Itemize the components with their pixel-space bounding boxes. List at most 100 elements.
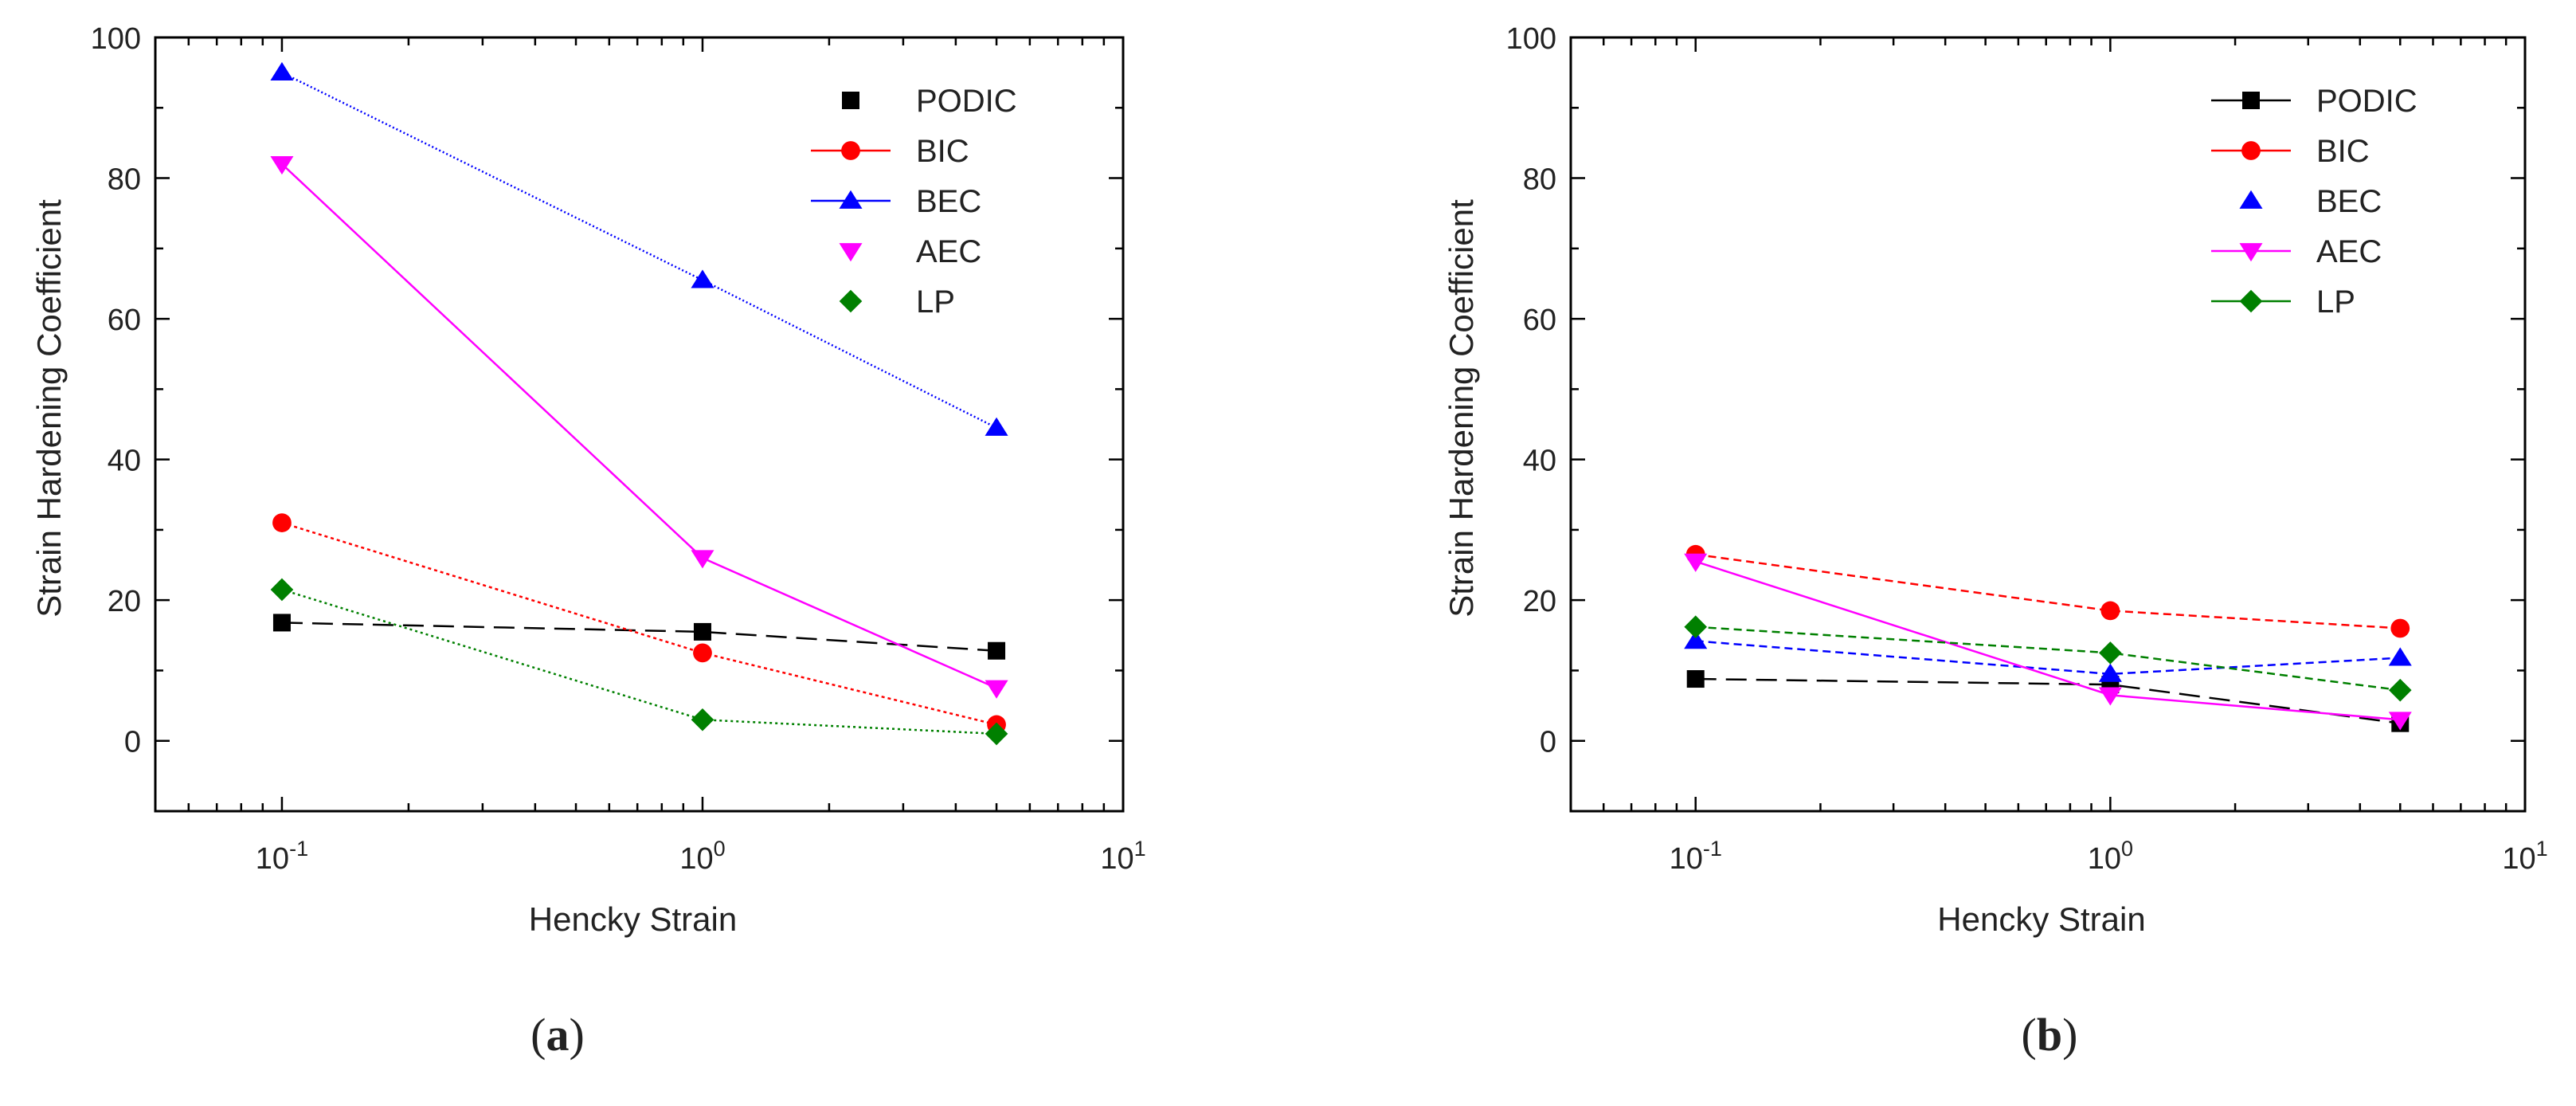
legend-label: LP	[916, 284, 955, 320]
data-point	[693, 643, 712, 663]
legend-marker	[839, 243, 863, 262]
series-bec	[1684, 630, 2412, 682]
data-point	[270, 61, 294, 81]
legend-marker	[841, 141, 860, 160]
x-tick-label: 10-1	[1670, 837, 1722, 876]
data-point	[985, 417, 1008, 436]
series-lp	[1684, 615, 2412, 702]
y-tick-label: 60	[1523, 304, 1556, 337]
data-point	[2100, 601, 2120, 621]
x-tick-label-base: 10	[256, 842, 289, 876]
y-tick-label: 20	[1523, 585, 1556, 618]
data-point	[272, 513, 292, 532]
series-lp	[270, 578, 1008, 746]
legend-label: BIC	[2316, 134, 2370, 169]
legend-label: AEC	[2316, 234, 2382, 269]
y-tick-label: 100	[1506, 22, 1556, 56]
legend-marker	[839, 289, 863, 313]
data-point	[2098, 663, 2122, 682]
series-aec	[1684, 553, 2412, 731]
x-tick-label: 101	[2502, 837, 2547, 876]
data-point	[270, 155, 294, 175]
panel-label-open: (	[2022, 1009, 2037, 1061]
panel-label-letter: a	[546, 1009, 570, 1061]
legend-label: PODIC	[2316, 84, 2417, 119]
y-axis-label: Strain Hardening Coefficient	[1443, 199, 1480, 618]
y-tick-label: 40	[108, 445, 141, 478]
data-point	[985, 722, 1008, 746]
x-tick-label-base: 10	[679, 842, 713, 876]
y-tick-label: 60	[108, 304, 141, 337]
data-point	[2388, 678, 2412, 702]
x-tick-label-base: 10	[1670, 842, 1703, 876]
y-tick-label: 20	[108, 585, 141, 618]
x-axis-label: Hencky Strain	[1937, 900, 2145, 938]
legend-marker	[842, 92, 859, 109]
panel-label-letter: b	[2037, 1009, 2062, 1061]
series-line	[281, 72, 997, 429]
data-point	[272, 614, 291, 632]
plot-frame	[154, 36, 1125, 813]
data-point	[2099, 641, 2122, 665]
panel-label-close: )	[570, 1009, 585, 1061]
legend-marker	[839, 190, 863, 209]
x-tick-label-base: 10	[2088, 842, 2121, 876]
series-bec	[270, 61, 1008, 436]
x-tick-label-base: 10	[1100, 842, 1133, 876]
legend-label: LP	[2316, 284, 2355, 320]
series-podic	[272, 614, 1006, 660]
data-point	[1684, 615, 1708, 639]
legend-label: BIC	[916, 134, 969, 169]
x-tick-label-exponent: 0	[2121, 837, 2133, 861]
data-point	[691, 550, 714, 569]
data-point	[2098, 687, 2122, 706]
y-tick-label: 0	[124, 726, 141, 759]
legend: PODIC BIC BEC AEC LP	[811, 84, 1017, 320]
legend-label: PODIC	[916, 84, 1017, 119]
series-aec	[270, 155, 1008, 699]
series-line	[281, 163, 997, 689]
data-point	[691, 708, 714, 731]
legend-marker	[2242, 92, 2260, 109]
x-tick-label: 101	[1100, 837, 1145, 876]
x-axis-label: Hencky Strain	[529, 900, 737, 938]
series-bic	[1685, 544, 2410, 638]
x-tick-label-exponent: 1	[1134, 837, 1146, 861]
data-point	[1684, 630, 1708, 649]
y-tick-label: 40	[1523, 445, 1556, 478]
series-line	[1695, 640, 2401, 676]
y-tick-label: 0	[1540, 726, 1556, 759]
series-bic	[272, 513, 1006, 735]
legend-marker	[2239, 190, 2263, 209]
data-point	[270, 578, 294, 602]
x-tick-label-exponent: 0	[714, 837, 726, 861]
series-line	[1695, 553, 2401, 629]
x-tick-label-exponent: -1	[289, 837, 308, 861]
data-point	[2390, 618, 2410, 638]
data-point	[1684, 553, 1708, 572]
x-tick-label-base: 10	[2502, 842, 2535, 876]
series-line	[1695, 677, 2401, 724]
legend-marker	[2239, 243, 2263, 262]
x-tick-label: 100	[2088, 837, 2133, 876]
legend-label: BEC	[916, 184, 981, 219]
series-line	[1695, 560, 2401, 721]
panel-label: (a)	[530, 1009, 585, 1061]
y-tick-label: 80	[1523, 163, 1556, 197]
series-podic	[1686, 670, 2410, 732]
data-point	[985, 680, 1008, 699]
legend: PODIC BIC BEC AEC LP	[2211, 84, 2417, 320]
x-tick-label-exponent: 1	[2536, 837, 2548, 861]
legend-label: BEC	[2316, 184, 2382, 219]
panel-label-open: (	[530, 1009, 546, 1061]
series-line	[281, 588, 997, 735]
data-point	[2388, 712, 2412, 731]
x-tick-label: 10-1	[256, 837, 308, 876]
plot-frame	[1569, 36, 2527, 813]
data-point	[691, 269, 714, 288]
data-point	[2388, 647, 2412, 666]
legend-label: AEC	[916, 234, 981, 269]
